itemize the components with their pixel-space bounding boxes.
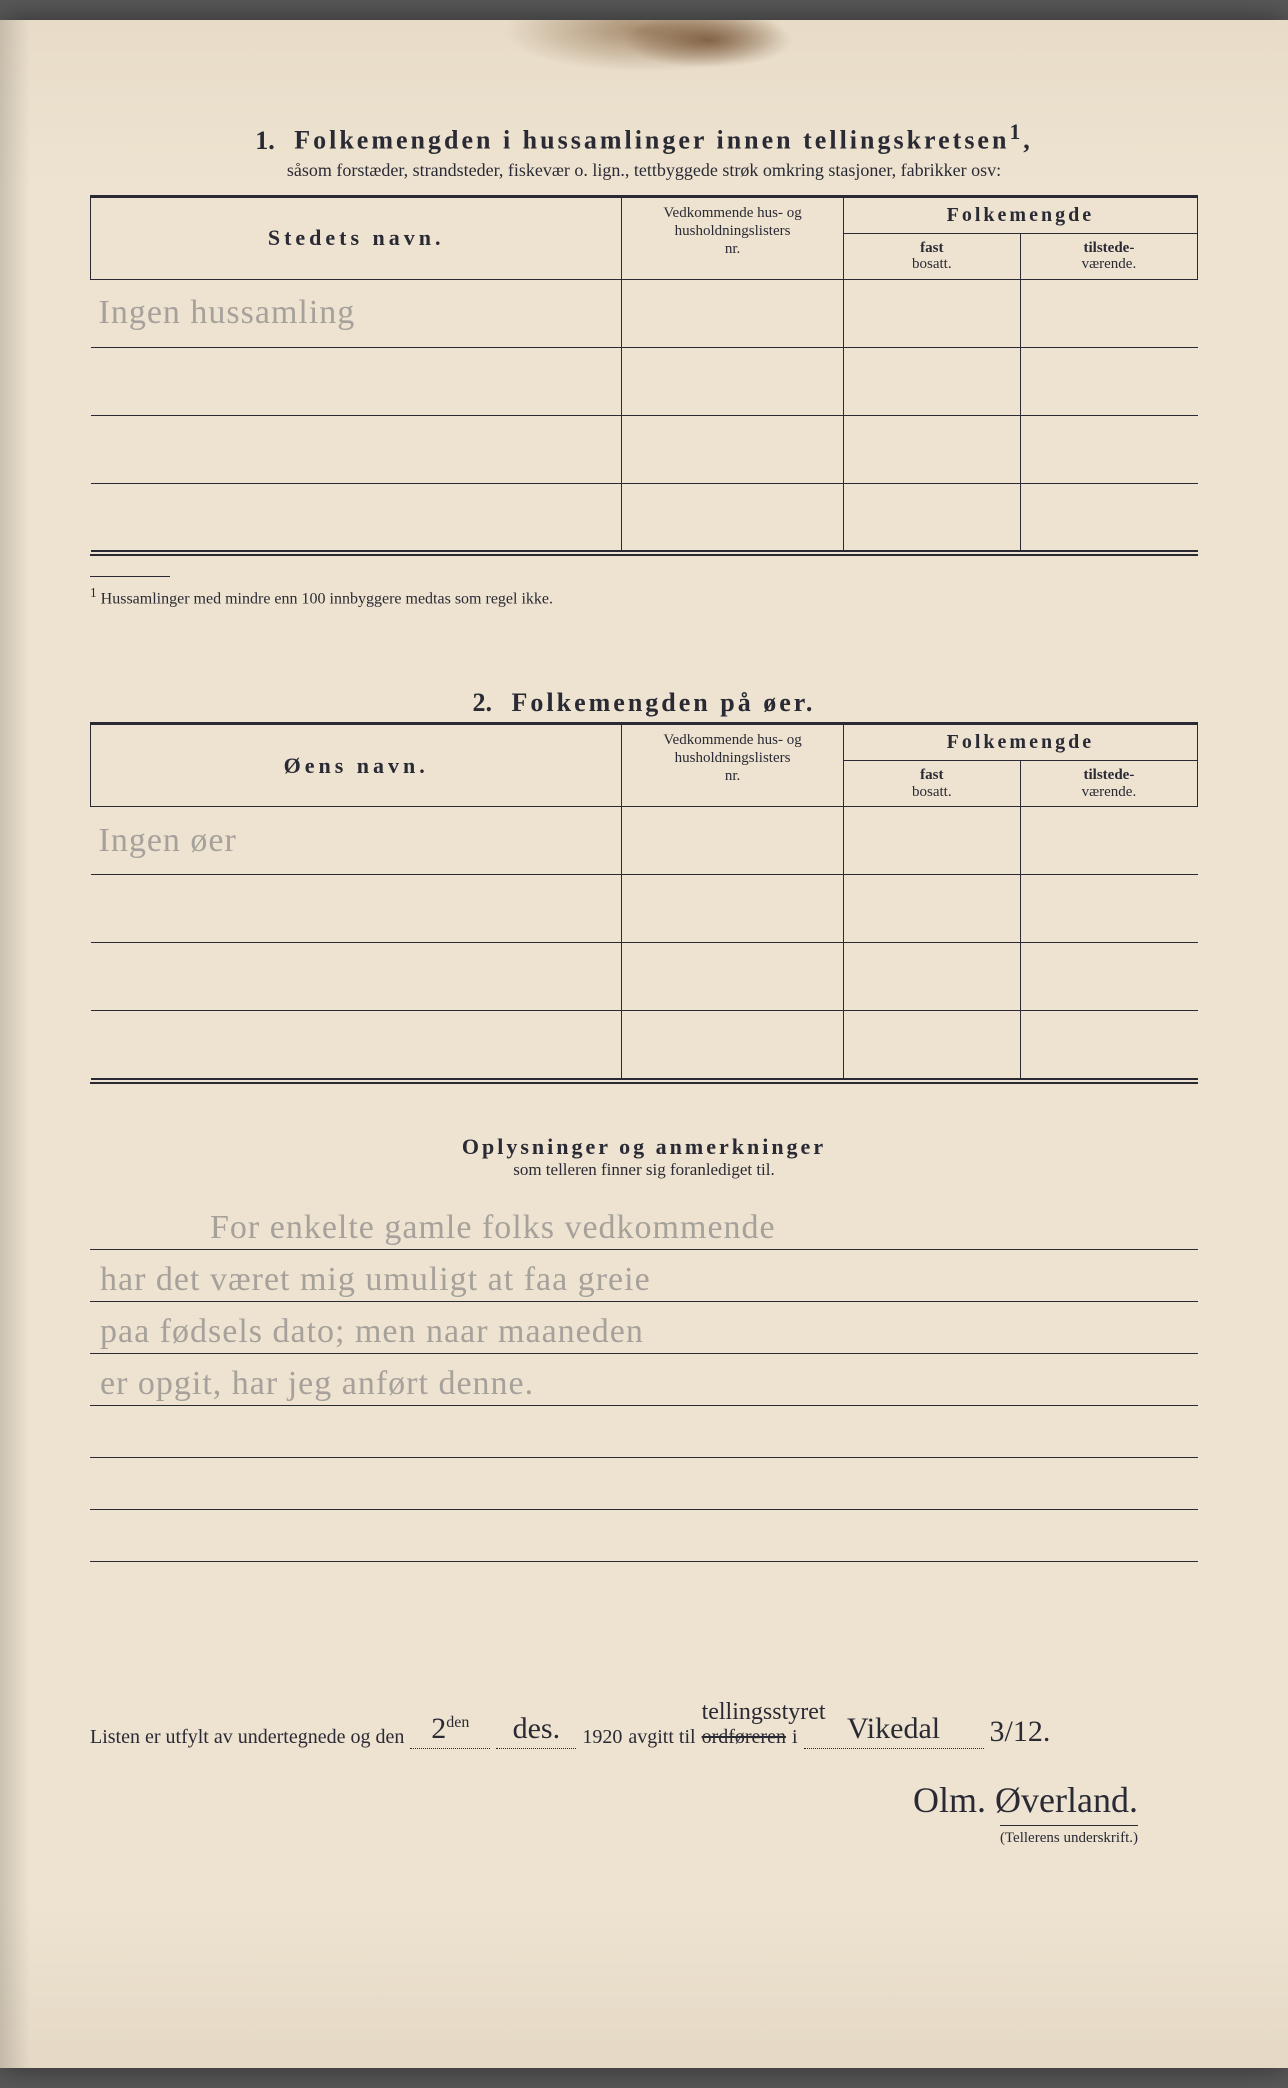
section1-footnote: 1 Hussamlinger med mindre enn 100 innbyg… (90, 576, 1198, 608)
remark-text: har det været mig umuligt at faa greie (100, 1261, 651, 1299)
footer-struck: ordføreren (702, 1726, 786, 1748)
section3-subtitle: som telleren finner sig foranlediget til… (90, 1160, 1198, 1180)
th-fast-l1: fast (920, 767, 943, 783)
th-folkemengde: Folkemengde (843, 725, 1197, 761)
th-oens-navn: Øens navn. (91, 725, 622, 807)
footnote-text: Hussamlinger med mindre enn 100 innbygge… (101, 590, 553, 607)
th-vedk-l2: husholdningslisters (675, 223, 791, 239)
ruled-line (90, 1458, 1198, 1510)
ruled-line (90, 1510, 1198, 1562)
section2-title-text: Folkemengden på øer. (512, 688, 816, 717)
section1-title: 1. Folkemengden i hussamlinger innen tel… (90, 120, 1198, 156)
ruled-line: er opgit, har jeg anført denne. (90, 1354, 1198, 1406)
footer-ordforer-block: tellingsstyret ordføreren (702, 1726, 786, 1749)
section1-table: Stedets navn. Vedkommende hus- og hushol… (90, 197, 1198, 553)
section1-subtitle: såsom forstæder, strandsteder, fiskevær … (90, 160, 1198, 181)
footer-year: 1920 (582, 1726, 622, 1749)
footer-i: i (792, 1726, 798, 1749)
table-row (91, 1011, 1198, 1079)
th-vedkommende: Vedkommende hus- og husholdningslisters … (622, 725, 843, 807)
th-til-l1: tilstede- (1084, 767, 1135, 783)
th-vedkommende: Vedkommende hus- og husholdningslisters … (622, 197, 843, 279)
rule (90, 554, 1198, 556)
footer-date2: 3/12. (990, 1715, 1051, 1749)
footer-place: Vikedal (804, 1712, 984, 1749)
row-nr (622, 279, 843, 347)
th-fast-l1: fast (920, 240, 943, 256)
th-til-l2: værende. (1082, 256, 1137, 272)
th-vedk-l2: husholdningslisters (675, 750, 791, 766)
remark-text: paa fødsels dato; men naar maaneden (100, 1313, 644, 1351)
section2-number: 2. (473, 688, 493, 717)
remark-text: er opgit, har jeg anført denne. (100, 1365, 534, 1403)
section1-title-text: Folkemengden i hussamlinger innen tellin… (294, 126, 1009, 155)
th-vedk-l3: nr. (725, 768, 740, 784)
table-row (91, 875, 1198, 943)
th-tilstede: tilstede- værende. (1020, 233, 1197, 279)
signature-label: (Tellerens underskrift.) (1000, 1825, 1138, 1847)
th-tilstede: tilstede- værende. (1020, 761, 1197, 807)
th-fast: fast bosatt. (843, 233, 1020, 279)
table-row (91, 483, 1198, 551)
section2-table: Øens navn. Vedkommende hus- og husholdni… (90, 724, 1198, 1080)
table-row (91, 943, 1198, 1011)
section2-tbody: Ingen øer (91, 807, 1198, 1079)
footer-day: 2den (410, 1712, 490, 1749)
ruled-line: For enkelte gamle folks vedkommende (90, 1198, 1198, 1250)
footer-line: Listen er utfylt av undertegnede og den … (90, 1712, 1198, 1749)
signature-block: Olm. Øverland. (Tellerens underskrift.) (90, 1779, 1198, 1847)
th-folkemengde: Folkemengde (843, 197, 1197, 233)
row-til (1020, 279, 1197, 347)
footnote-marker: 1 (90, 585, 97, 600)
remark-text: For enkelte gamle folks vedkommende (210, 1209, 776, 1247)
th-vedk-l1: Vedkommende hus- og (663, 205, 801, 221)
section1-number: 1. (255, 126, 275, 155)
section2-title: 2. Folkemengden på øer. (90, 688, 1198, 718)
ruled-line (90, 1406, 1198, 1458)
table-row: Ingen øer (91, 807, 1198, 875)
section1-title-sup: 1 (1009, 120, 1023, 144)
document-page: 1. Folkemengden i hussamlinger innen tel… (0, 20, 1288, 2068)
section3-title: Oplysninger og anmerkninger (90, 1134, 1198, 1160)
ruled-line: har det været mig umuligt at faa greie (90, 1250, 1198, 1302)
row-name: Ingen hussamling (99, 294, 356, 331)
th-fast-l2: bosatt. (912, 256, 952, 272)
footer-month: des. (496, 1712, 576, 1749)
table-row (91, 347, 1198, 415)
row-name: Ingen øer (99, 822, 237, 859)
rule (90, 1082, 1198, 1084)
table-row (91, 415, 1198, 483)
th-til-l2: værende. (1082, 784, 1137, 800)
ruled-line: paa fødsels dato; men naar maaneden (90, 1302, 1198, 1354)
th-til-l1: tilstede- (1084, 240, 1135, 256)
row-fast (843, 279, 1020, 347)
th-fast: fast bosatt. (843, 761, 1020, 807)
table-row: Ingen hussamling (91, 279, 1198, 347)
section1-tbody: Ingen hussamling (91, 279, 1198, 551)
footer-avgitt: avgitt til (628, 1726, 695, 1749)
footer-prefix: Listen er utfylt av undertegnede og den (90, 1726, 404, 1749)
footer-above: tellingsstyret (702, 1699, 826, 1726)
signature: Olm. Øverland. (90, 1779, 1138, 1821)
remarks-area: For enkelte gamle folks vedkommende har … (90, 1198, 1198, 1562)
th-vedk-l3: nr. (725, 241, 740, 257)
th-fast-l2: bosatt. (912, 784, 952, 800)
th-vedk-l1: Vedkommende hus- og (663, 732, 801, 748)
th-stedets-navn: Stedets navn. (91, 197, 622, 279)
